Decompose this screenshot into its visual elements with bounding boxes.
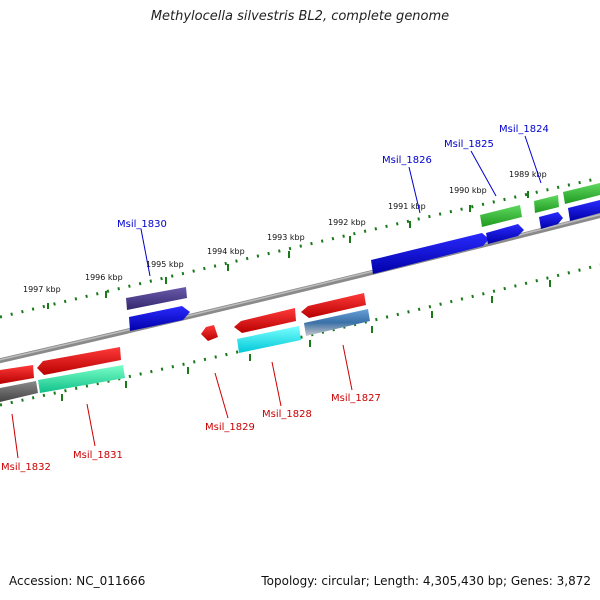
kbp-label: 1990 kbp: [449, 186, 487, 195]
genome-stats-text: Topology: circular; Length: 4,305,430 bp…: [261, 574, 591, 588]
accession-text: Accession: NC_011666: [9, 574, 146, 588]
gene-steel-a[interactable]: [304, 309, 370, 336]
gene-msil-1831[interactable]: [37, 347, 121, 375]
kbp-label: 1995 kbp: [146, 260, 184, 269]
kbp-label: 1993 kbp: [267, 233, 305, 242]
gene-blue-c[interactable]: [568, 200, 600, 221]
gene-label-msil-1831[interactable]: Msil_1831: [73, 450, 123, 461]
gene-label-msil-1826[interactable]: Msil_1826: [382, 155, 432, 166]
gene-msil-1826[interactable]: [371, 233, 489, 274]
gene-label-msil-1832[interactable]: Msil_1832: [1, 462, 51, 473]
gene-green-a[interactable]: [480, 205, 522, 227]
gene-blue-b[interactable]: [539, 212, 563, 229]
gene-label-msil-1829[interactable]: Msil_1829: [205, 422, 255, 433]
gene-label-msil-1827[interactable]: Msil_1827: [331, 393, 381, 404]
kbp-label: 1997 kbp: [23, 285, 61, 294]
major-ticks-outer: [47, 191, 529, 309]
gene-label-msil-1824[interactable]: Msil_1824: [499, 124, 549, 135]
gene-cyan-a[interactable]: [237, 326, 301, 353]
gene-msil-1829[interactable]: [201, 325, 218, 341]
gene-teal-a[interactable]: [38, 365, 125, 393]
gene-msil-1827[interactable]: [301, 293, 366, 318]
gene-msil-1824[interactable]: [534, 195, 559, 213]
gene-msil-1825[interactable]: [486, 224, 524, 244]
kbp-label: 1996 kbp: [85, 273, 123, 282]
inner-tick-track: [0, 263, 600, 407]
genome-backbone: [0, 212, 600, 364]
gene-label-msil-1830[interactable]: Msil_1830: [117, 219, 167, 230]
kbp-label: 1992 kbp: [328, 218, 366, 227]
kbp-label: 1991 kbp: [388, 202, 426, 211]
map-title: Methylocella silvestris BL2, complete ge…: [150, 9, 450, 24]
gene-msil-1830[interactable]: [126, 287, 187, 310]
gene-arrow-blue[interactable]: [129, 306, 190, 331]
gene-label-msil-1825[interactable]: Msil_1825: [444, 139, 494, 150]
kbp-label: 1994 kbp: [207, 247, 245, 256]
outer-tick-track: [0, 176, 600, 319]
major-ticks-inner: [61, 280, 551, 401]
gene-gray-a[interactable]: [0, 381, 38, 402]
gene-label-msil-1828[interactable]: Msil_1828: [262, 409, 312, 420]
gene-msil-1832[interactable]: [0, 365, 34, 384]
kbp-label: 1989 kbp: [509, 170, 547, 179]
gene-green-b[interactable]: [563, 183, 600, 204]
leader-lines: [11, 135, 542, 459]
gene-msil-1828[interactable]: [234, 308, 296, 333]
